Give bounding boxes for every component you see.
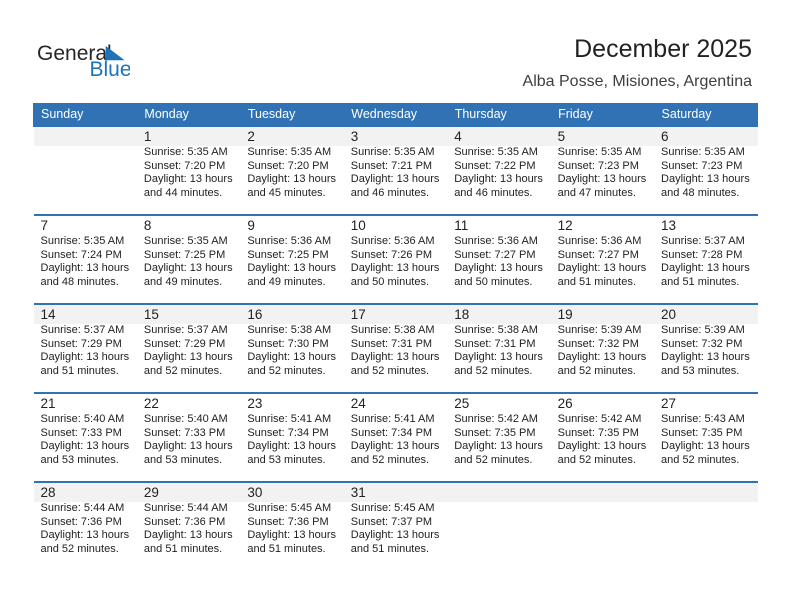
svg-text:Blue: Blue [90, 58, 131, 80]
